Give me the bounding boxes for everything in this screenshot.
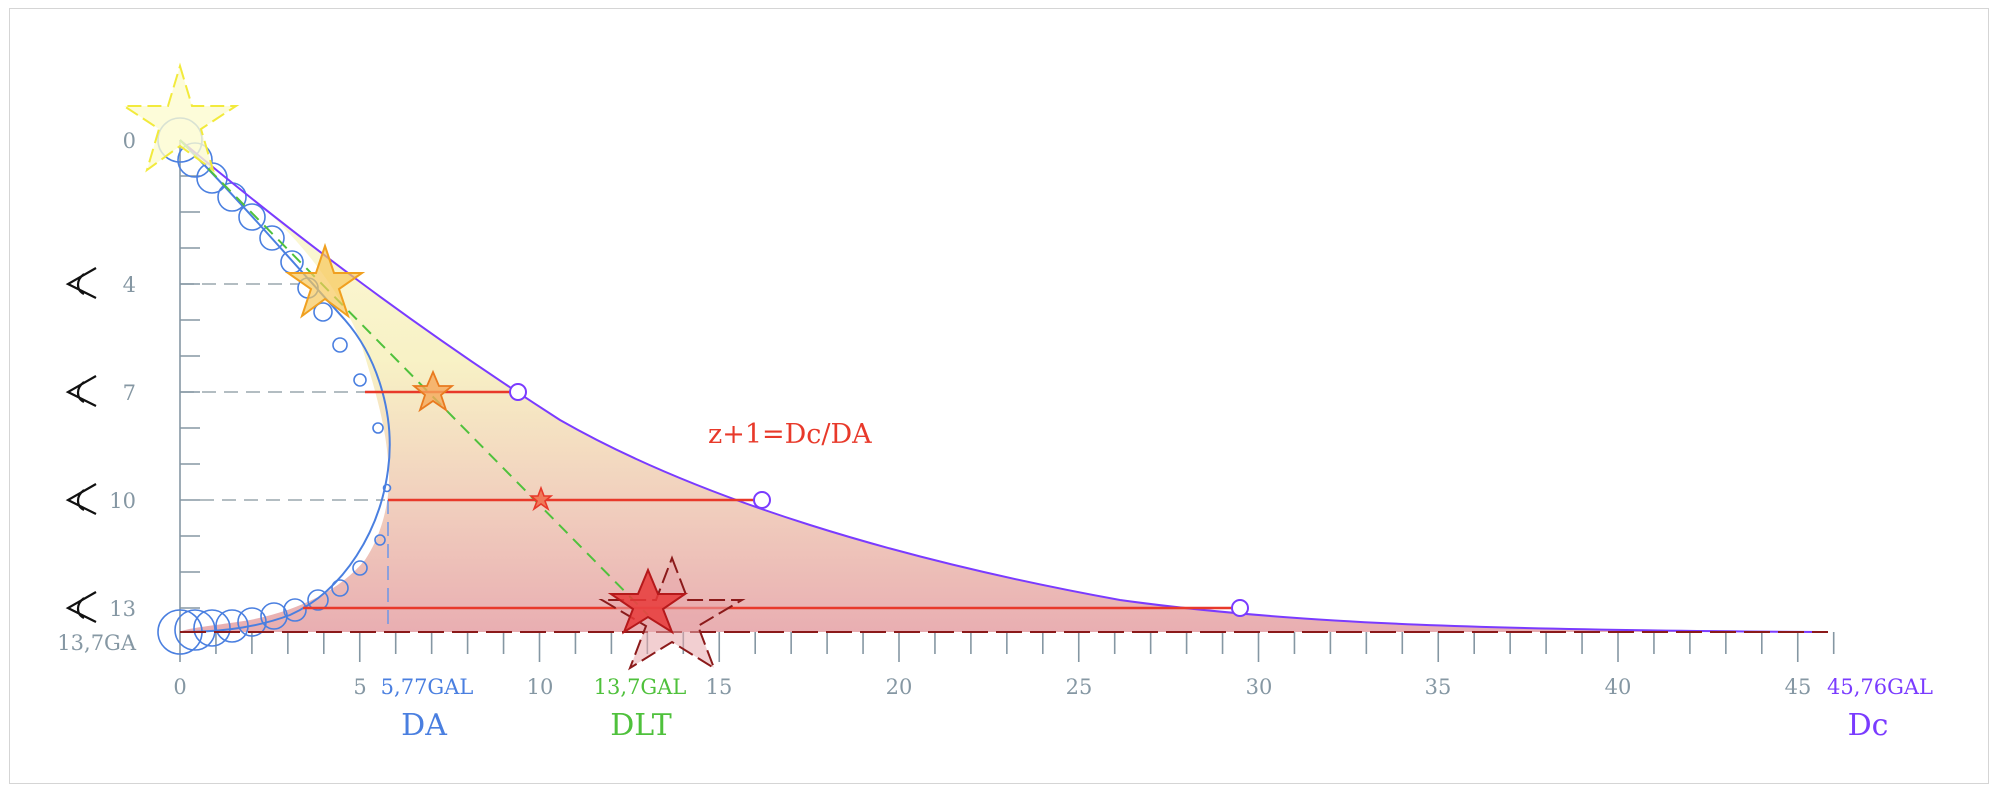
dc-value-label: 45,76GAL — [1827, 675, 1933, 699]
x-tick-45: 45 — [1785, 675, 1812, 699]
y-tick-13: 13 — [109, 597, 136, 621]
star-icon — [411, 369, 455, 413]
eye-icon — [65, 267, 97, 299]
dlt-symbol: DLT — [610, 708, 672, 743]
da-value-label: 5,77GAL — [381, 675, 474, 699]
dlt-line — [179, 139, 649, 616]
x-tick-0: 0 — [173, 675, 186, 699]
x-tick-10: 10 — [527, 675, 554, 699]
dlt-value-label: 13,7GAL — [594, 675, 687, 699]
x-tick-20: 20 — [886, 675, 913, 699]
eye-icon — [65, 591, 97, 623]
eye-icon — [65, 375, 97, 407]
x-tick-35: 35 — [1425, 675, 1452, 699]
x-tick-40: 40 — [1605, 675, 1632, 699]
y-tick-10: 10 — [109, 489, 136, 513]
da-circles — [157, 117, 392, 655]
figure-frame — [9, 8, 1989, 784]
da-symbol: DA — [401, 708, 447, 743]
eye-icons — [65, 267, 97, 623]
star-icons — [120, 62, 746, 671]
star-icon — [607, 567, 689, 635]
dc-curve — [179, 139, 1821, 633]
dc-symbol: Dc — [1848, 708, 1889, 743]
guide-lines — [180, 283, 389, 632]
x-tick-5: 5 — [353, 675, 366, 699]
dc-markers — [509, 383, 1249, 617]
star-icon — [528, 485, 554, 512]
region-fill — [180, 140, 1820, 632]
y-tick-0: 0 — [123, 129, 136, 153]
eye-icon — [65, 483, 97, 515]
x-tick-30: 30 — [1246, 675, 1273, 699]
formula-label: z+1=Dc/DA — [708, 419, 872, 450]
star-icon — [284, 242, 366, 319]
star-icon — [120, 62, 240, 173]
y-axis — [179, 140, 200, 632]
y-bottom-label: 13,7GA — [57, 631, 137, 655]
da-curve — [179, 139, 391, 633]
y-tick-7: 7 — [123, 381, 136, 405]
x-tick-25: 25 — [1066, 675, 1093, 699]
x-axis — [179, 632, 1835, 662]
x-tick-15: 15 — [706, 675, 733, 699]
y-tick-4: 4 — [123, 273, 136, 297]
